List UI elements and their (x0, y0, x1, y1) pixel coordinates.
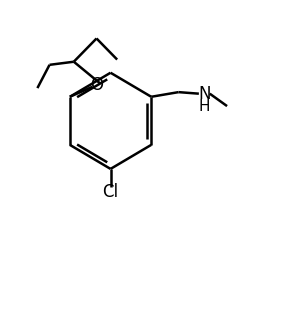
Text: O: O (90, 76, 103, 94)
Text: H: H (199, 99, 210, 114)
Text: N: N (198, 85, 211, 103)
Text: Cl: Cl (103, 183, 119, 201)
